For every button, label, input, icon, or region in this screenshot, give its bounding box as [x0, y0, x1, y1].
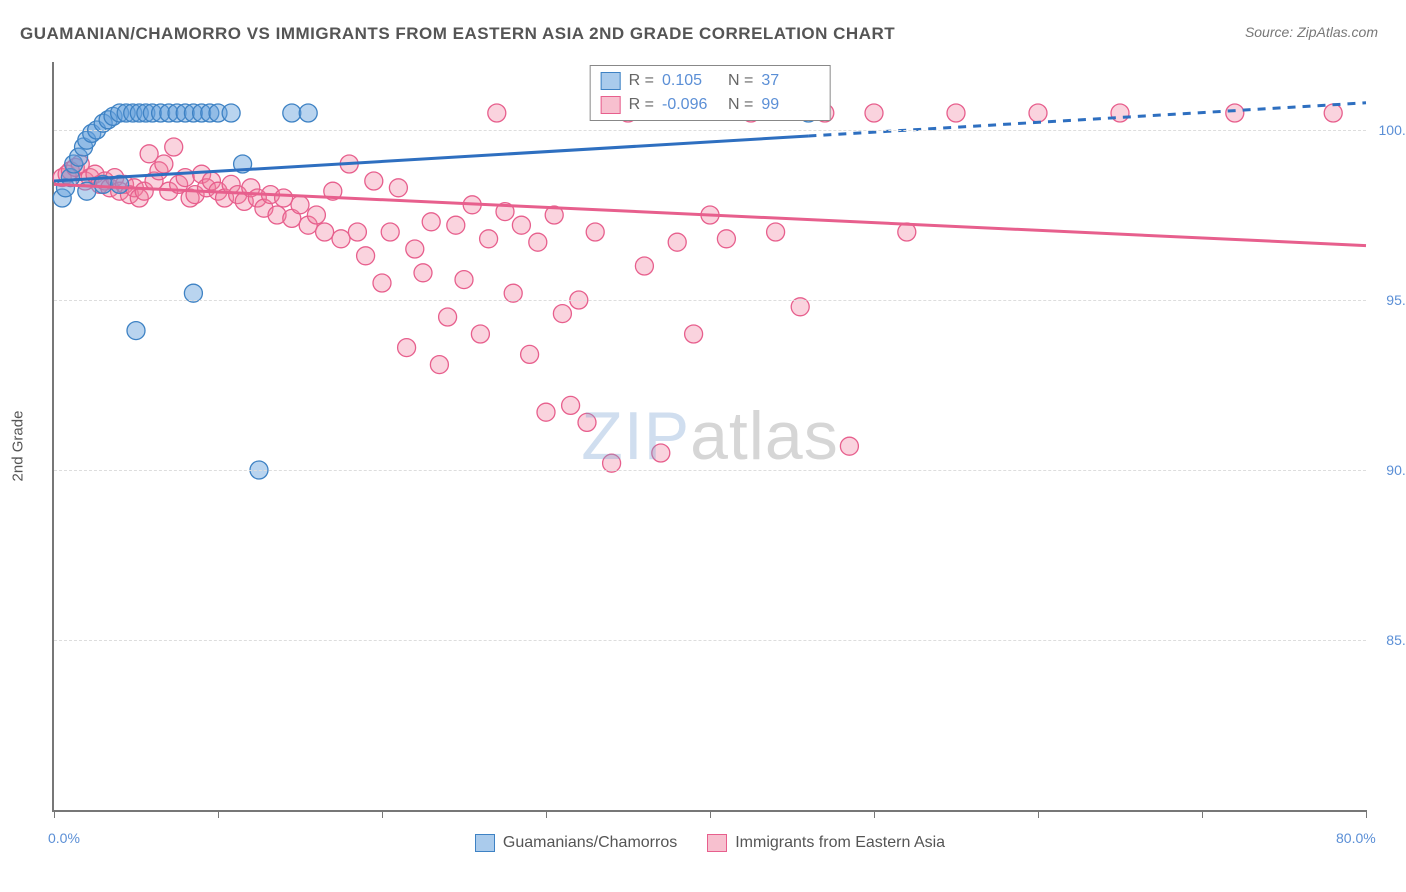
scatter-point [365, 172, 383, 190]
scatter-point [389, 179, 407, 197]
x-tick [710, 810, 711, 818]
legend-bottom-item: Immigrants from Eastern Asia [707, 834, 945, 852]
x-tick-label: 0.0% [48, 830, 80, 846]
x-tick [382, 810, 383, 818]
gridline [54, 130, 1366, 131]
scatter-point [381, 223, 399, 241]
x-tick [546, 810, 547, 818]
scatter-point [299, 104, 317, 122]
scatter-point [222, 104, 240, 122]
gridline [54, 300, 1366, 301]
x-tick [1038, 810, 1039, 818]
legend-n-label: N = [728, 69, 753, 93]
legend-top: R = 0.105 N = 37 R = -0.096 N = 99 [590, 65, 831, 121]
gridline [54, 640, 1366, 641]
scatter-point [332, 230, 350, 248]
y-axis-title: 2nd Grade [10, 411, 27, 482]
scatter-point [430, 356, 448, 374]
legend-r-label: R = [629, 69, 654, 93]
scatter-point [840, 437, 858, 455]
trend-line-blue-dashed [808, 103, 1366, 136]
scatter-point [414, 264, 432, 282]
scatter-point [865, 104, 883, 122]
y-tick-label: 100.0% [1379, 122, 1406, 138]
legend-r-value: 0.105 [662, 69, 720, 93]
legend-n-label: N = [728, 93, 753, 117]
scatter-point [668, 233, 686, 251]
scatter-point [439, 308, 457, 326]
scatter-point [283, 104, 301, 122]
scatter-point [1029, 104, 1047, 122]
x-tick [1202, 810, 1203, 818]
scatter-point [406, 240, 424, 258]
y-tick-label: 85.0% [1386, 632, 1406, 648]
scatter-point [553, 305, 571, 323]
scatter-point [562, 396, 580, 414]
legend-bottom-label: Immigrants from Eastern Asia [735, 834, 945, 852]
trend-line-pink [54, 184, 1366, 245]
scatter-point [537, 403, 555, 421]
scatter-point [398, 339, 416, 357]
x-tick-label: 80.0% [1336, 830, 1376, 846]
legend-swatch [601, 96, 621, 114]
scatter-point [717, 230, 735, 248]
scatter-point [652, 444, 670, 462]
legend-bottom-label: Guamanians/Chamorros [503, 834, 677, 852]
scatter-point [422, 213, 440, 231]
scatter-point [127, 322, 145, 340]
source-label: Source: ZipAtlas.com [1245, 24, 1378, 40]
scatter-point [1324, 104, 1342, 122]
legend-swatch [601, 72, 621, 90]
scatter-point [357, 247, 375, 265]
x-tick [1366, 810, 1367, 818]
scatter-point [488, 104, 506, 122]
scatter-point [275, 189, 293, 207]
scatter-point [1226, 104, 1244, 122]
scatter-point [521, 345, 539, 363]
x-tick [218, 810, 219, 818]
scatter-point [947, 104, 965, 122]
scatter-point [685, 325, 703, 343]
scatter-point [373, 274, 391, 292]
legend-bottom: Guamanians/Chamorros Immigrants from East… [54, 834, 1366, 852]
plot-area: ZIPatlas R =0.105N =37R =-0.096N =99 Gua… [52, 62, 1366, 812]
legend-top-row: R = 0.105 N = 37 [601, 69, 820, 93]
scatter-point [480, 230, 498, 248]
scatter-point [586, 223, 604, 241]
scatter-point [578, 413, 596, 431]
chart-title: GUAMANIAN/CHAMORRO VS IMMIGRANTS FROM EA… [20, 24, 895, 44]
scatter-point [471, 325, 489, 343]
scatter-point [447, 216, 465, 234]
legend-top-row: R = -0.096 N = 99 [601, 93, 820, 117]
scatter-point [529, 233, 547, 251]
scatter-point [176, 169, 194, 187]
legend-bottom-item: Guamanians/Chamorros [475, 834, 677, 852]
x-tick [54, 810, 55, 818]
scatter-point [316, 223, 334, 241]
scatter-point [767, 223, 785, 241]
x-tick [874, 810, 875, 818]
y-tick-label: 95.0% [1386, 292, 1406, 308]
legend-n-value: 99 [761, 93, 819, 117]
legend-swatch [707, 834, 727, 852]
scatter-point [155, 155, 173, 173]
scatter-point [307, 206, 325, 224]
y-tick-label: 90.0% [1386, 462, 1406, 478]
legend-r-value: -0.096 [662, 93, 720, 117]
scatter-layer [54, 62, 1366, 810]
scatter-point [455, 271, 473, 289]
gridline [54, 470, 1366, 471]
legend-n-value: 37 [761, 69, 819, 93]
scatter-point [165, 138, 183, 156]
scatter-point [348, 223, 366, 241]
legend-swatch [475, 834, 495, 852]
scatter-point [291, 196, 309, 214]
legend-r-label: R = [629, 93, 654, 117]
scatter-point [635, 257, 653, 275]
scatter-point [512, 216, 530, 234]
